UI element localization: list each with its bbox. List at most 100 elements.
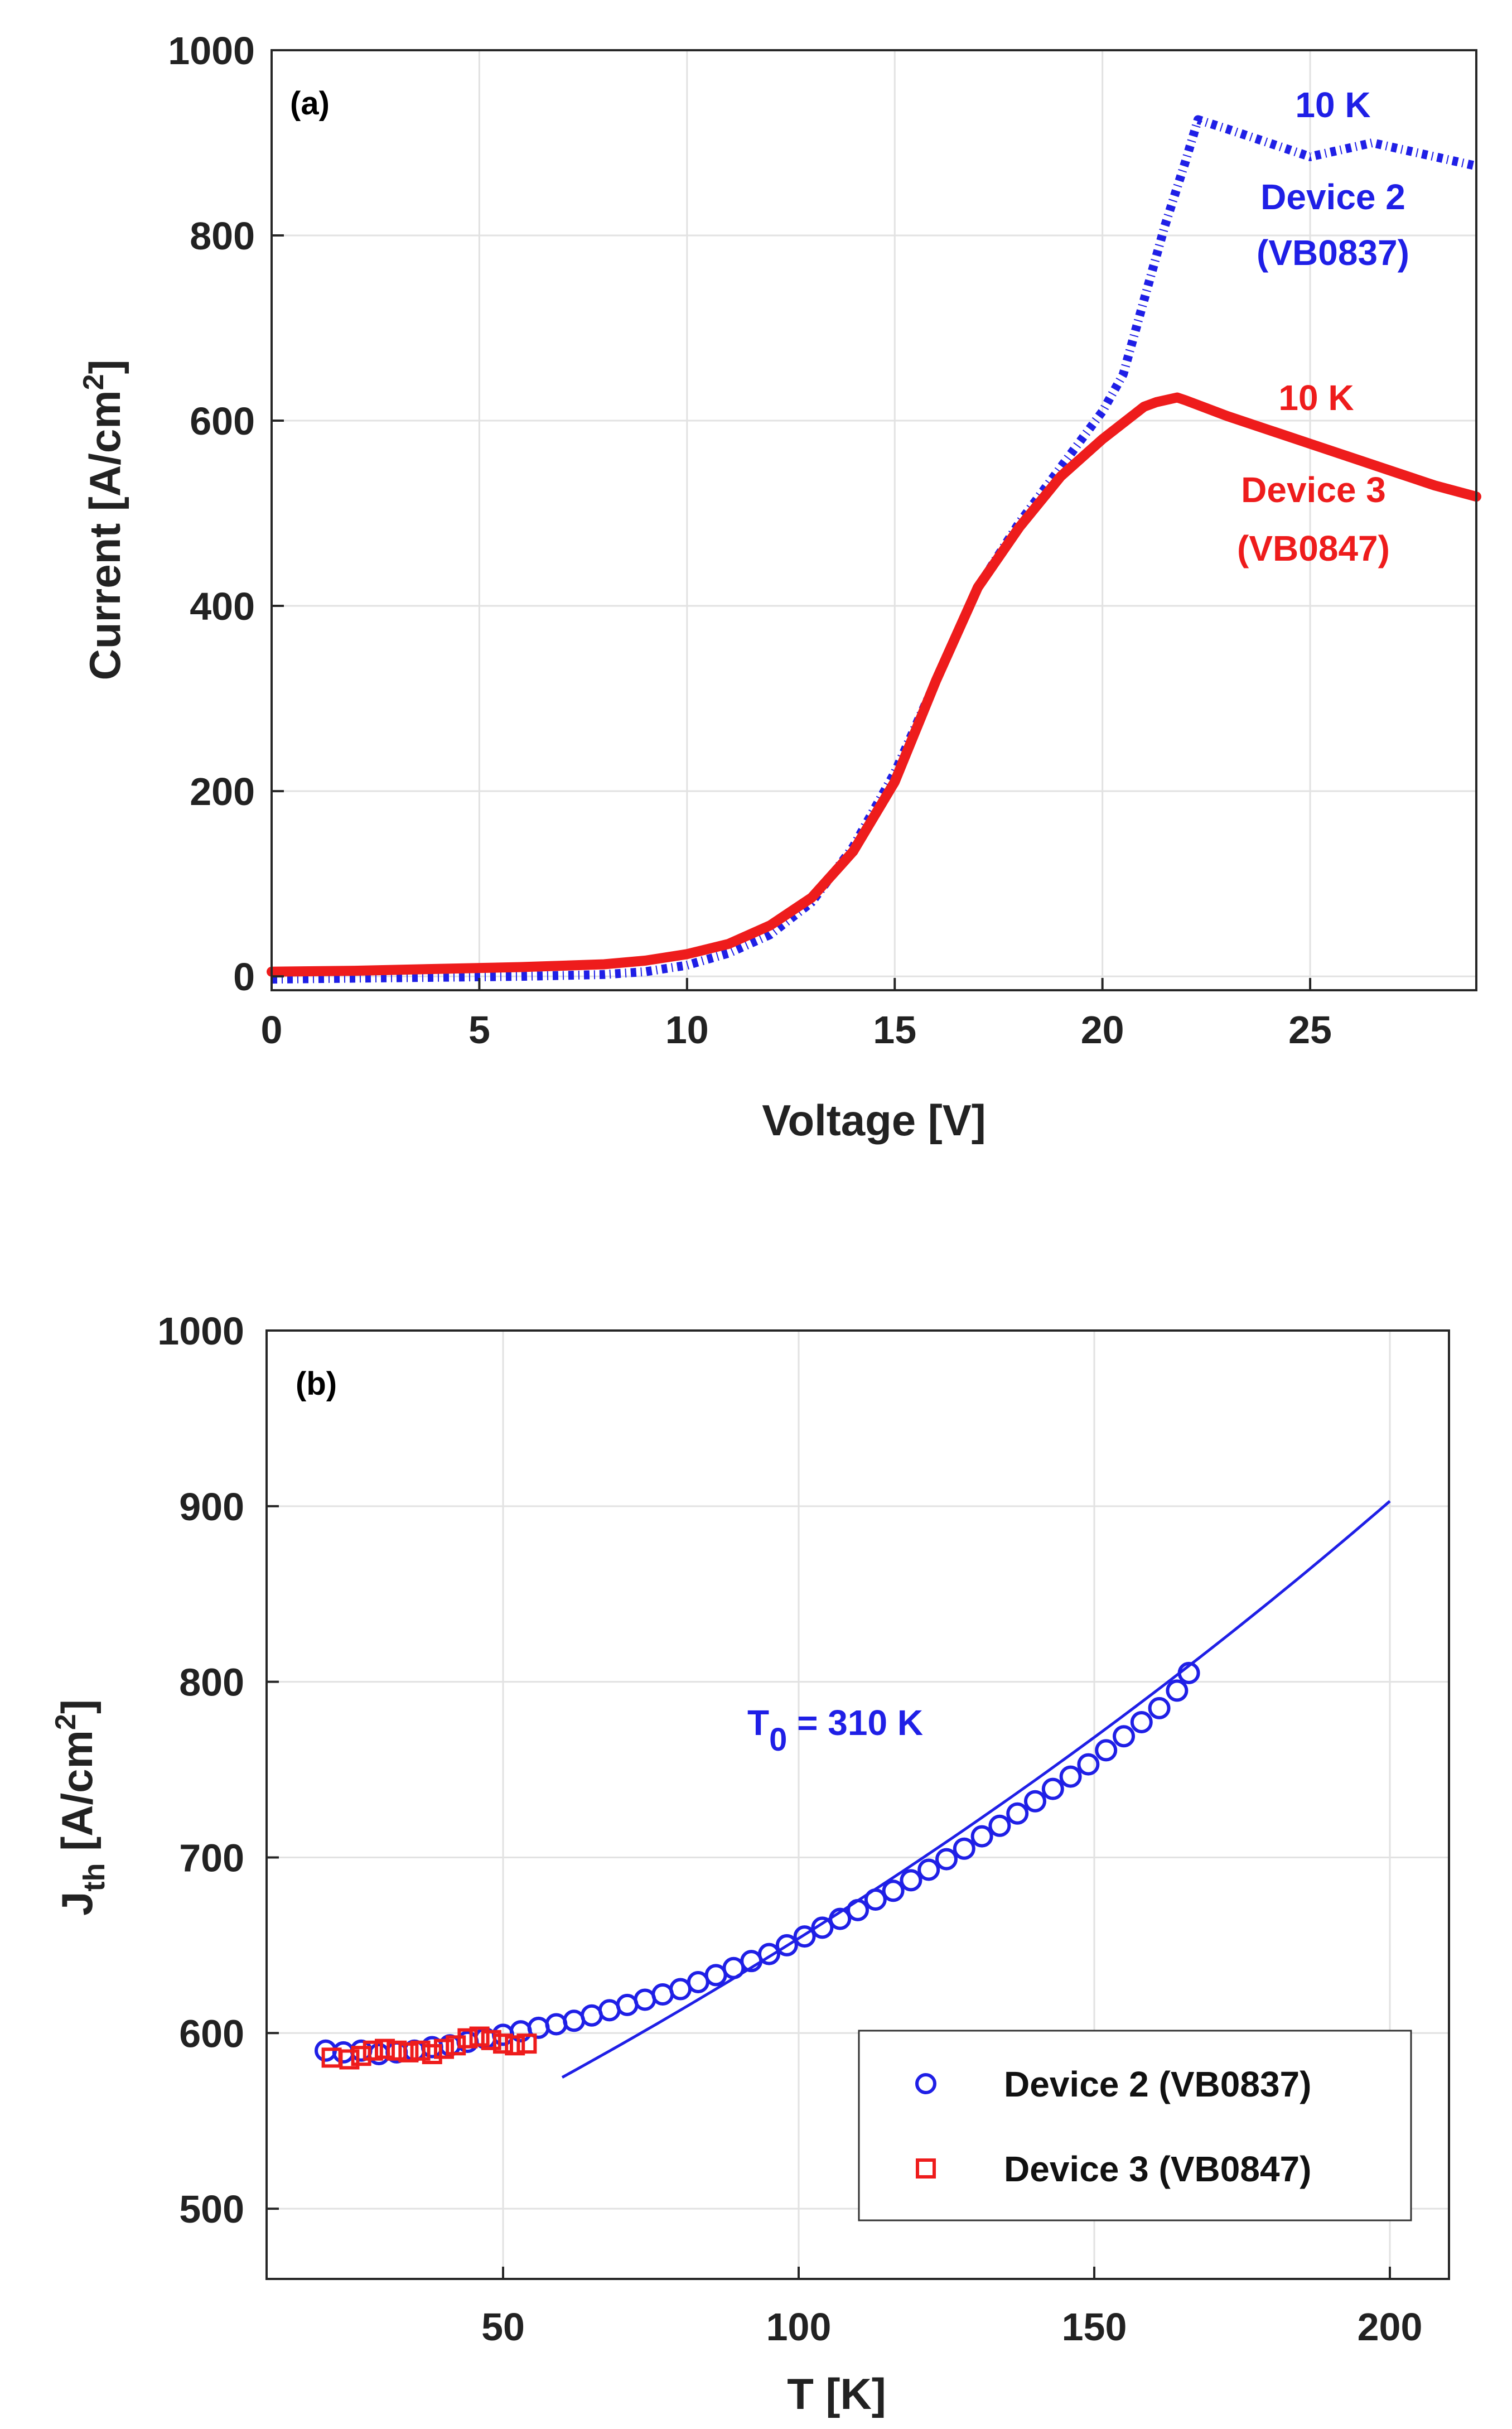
data-point-device2 [953, 1837, 975, 1860]
data-point-device3 [398, 2042, 419, 2062]
panel-a-xtick-label: 5 [468, 1008, 490, 1052]
panel-a-series [267, 115, 1481, 984]
data-point-device2 [882, 1879, 905, 1902]
t0-annotation-main: T [747, 1703, 769, 1743]
panel-b-ylabel-unit: [A/cm [52, 1730, 102, 1863]
panel-a-series-line-device2 [271, 115, 1477, 984]
panel-b-ytick-label: 700 [179, 1836, 244, 1879]
data-point-device2 [847, 1898, 869, 1921]
data-point-device2 [811, 1916, 834, 1939]
data-point-device3 [469, 2026, 490, 2047]
panel-a-xtick-label: 15 [873, 1008, 916, 1052]
data-point-device2 [988, 1814, 1011, 1837]
data-point-device2 [758, 1943, 780, 1965]
panel-b-xtick-label: 50 [481, 2305, 525, 2349]
panel-b-fit-line [561, 1500, 1391, 2079]
data-point-device2 [1059, 1765, 1082, 1788]
data-point-device3 [434, 2038, 454, 2059]
data-point-device2 [1006, 1802, 1029, 1825]
data-point-device2 [829, 1907, 852, 1930]
data-point-device2 [1077, 1753, 1100, 1776]
panel-a-ytick-label: 200 [190, 770, 255, 813]
panel-a-grid [270, 49, 1476, 990]
t0-annotation: T0 = 310 K [747, 1703, 923, 1758]
panel-a-ytick-label: 400 [190, 585, 255, 628]
panel-a-xtick-label: 20 [1081, 1008, 1124, 1052]
panel-a-axes-box [270, 49, 1477, 991]
annotation-device3-id: (VB0847) [1237, 528, 1390, 568]
data-point-device2 [970, 1825, 993, 1848]
data-point-device2 [1177, 1661, 1200, 1684]
panel-a-ytick-label: 1000 [168, 29, 255, 73]
data-point-device2 [1166, 1679, 1189, 1702]
panel-b-ylabel-main: J [52, 1891, 102, 1915]
panel-b-ytick-label: 600 [179, 2012, 244, 2055]
panel-b-axes-box [265, 1329, 1450, 2280]
panel-b-ylabel-subscript: th [78, 1863, 111, 1891]
data-point-device2 [793, 1925, 816, 1948]
panel-a-annotations: 10 K Device 2 (VB0837) 10 K Device 3 (VB… [1237, 85, 1409, 568]
panel-b-label: (b) [296, 1366, 337, 1402]
annotation-device2-id: (VB0837) [1257, 233, 1409, 273]
data-point-device3 [339, 2049, 360, 2070]
panel-b-ylabel: Jth [A/cm2] [50, 1699, 111, 1916]
annotation-device2-name: Device 2 [1260, 177, 1405, 217]
t0-annotation-subscript: 0 [769, 1722, 787, 1758]
data-point-device3 [351, 2046, 371, 2066]
data-point-device2 [1130, 1711, 1153, 1734]
panel-a-ytick-label: 0 [233, 955, 255, 999]
panel-a-ylabel-superscript: 2 [78, 374, 110, 390]
data-point-device2 [1095, 1739, 1118, 1762]
panel-a-series-line-device3 [267, 392, 1481, 977]
panel-a-ytick-label: 800 [190, 214, 255, 258]
legend-label-device2: Device 2 (VB0837) [1004, 2064, 1311, 2104]
panel-b-xtick-label: 150 [1062, 2305, 1127, 2349]
data-point-device2 [1041, 1777, 1064, 1800]
legend-label-device3: Device 3 (VB0847) [1004, 2149, 1311, 2189]
panel-a-label: (a) [290, 85, 330, 122]
data-point-device3 [410, 2040, 431, 2061]
data-point-device3 [387, 2040, 407, 2061]
panel-a-ylabel-close: ] [80, 360, 129, 374]
panel-a-tick-labels: 0 5 10 15 20 25 0 200 400 600 800 1000 [168, 29, 1332, 1052]
legend-marker-device2 [915, 2073, 936, 2094]
legend-box [858, 2030, 1412, 2221]
data-point-device3 [457, 2028, 478, 2049]
panel-a-xtick-label: 10 [665, 1008, 709, 1052]
panel-a-xtick-label: 25 [1288, 1008, 1332, 1052]
data-point-device2 [1148, 1697, 1171, 1719]
annotation-device3-name: Device 3 [1241, 470, 1386, 510]
data-point-device3 [516, 2033, 537, 2054]
data-point-device2 [775, 1934, 798, 1956]
legend: Device 2 (VB0837) Device 3 (VB0847) [858, 2030, 1412, 2221]
panel-b-ylabel-superscript: 2 [50, 1714, 82, 1730]
data-point-device2 [1024, 1790, 1046, 1813]
panel-a-xlabel: Voltage [V] [762, 1096, 986, 1145]
panel-b-ytick-label: 800 [179, 1661, 244, 1704]
panel-b-xtick-label: 100 [766, 2305, 832, 2349]
panel-b-ytick-label: 500 [179, 2187, 244, 2231]
panel-b-jth-vs-temperature: 50 100 150 200 500 600 700 800 900 1000 (b) T [K]… [50, 1309, 1450, 2418]
data-point-device3 [481, 2030, 501, 2050]
panel-a-plot-area [272, 50, 1476, 990]
annotation-device3-temperature: 10 K [1278, 378, 1354, 418]
panel-a-ylabel: Current [A/cm2] [78, 360, 129, 681]
panel-b-tick-labels: 50 100 150 200 500 600 700 800 900 1000 [157, 1309, 1422, 2349]
data-point-device3 [505, 2035, 525, 2056]
data-point-device2 [900, 1869, 922, 1892]
panel-a-current-vs-voltage: 0 5 10 15 20 25 0 200 400 600 800 1000 (a) Voltage … [78, 29, 1481, 1145]
data-point-device2 [935, 1848, 958, 1871]
panel-b-ylabel-close: ] [52, 1699, 102, 1714]
panel-a-ytick-label: 600 [190, 399, 255, 443]
panel-b-xtick-label: 200 [1358, 2305, 1423, 2349]
data-point-device3 [363, 2040, 383, 2061]
panel-a-ylabel-text: Current [A/cm [80, 390, 129, 680]
legend-marker-device3 [916, 2158, 936, 2179]
data-point-device3 [422, 2044, 442, 2065]
panel-b-ytick-label: 1000 [157, 1309, 244, 1353]
data-point-device2 [1113, 1725, 1135, 1748]
data-point-device2 [917, 1858, 940, 1881]
panel-b-series [315, 1661, 1200, 2070]
t0-annotation-value: = 310 K [787, 1703, 923, 1743]
